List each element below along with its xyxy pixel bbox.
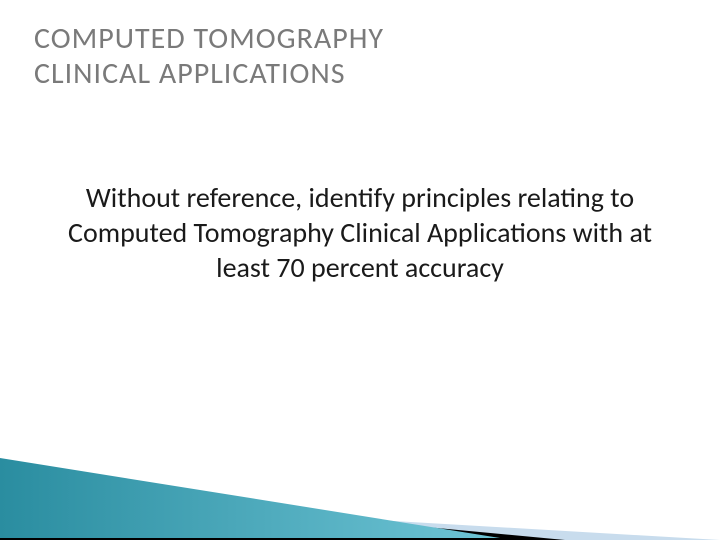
slide: COMPUTED TOMOGRAPHY CLINICAL APPLICATION… [0, 0, 720, 540]
title-line-2: CLINICAL APPLICATIONS [34, 57, 384, 92]
slide-body: Without reference, identify principles r… [60, 180, 660, 285]
slide-title: COMPUTED TOMOGRAPHY CLINICAL APPLICATION… [34, 22, 384, 91]
title-line-1: COMPUTED TOMOGRAPHY [34, 22, 384, 57]
corner-decoration [0, 420, 720, 540]
